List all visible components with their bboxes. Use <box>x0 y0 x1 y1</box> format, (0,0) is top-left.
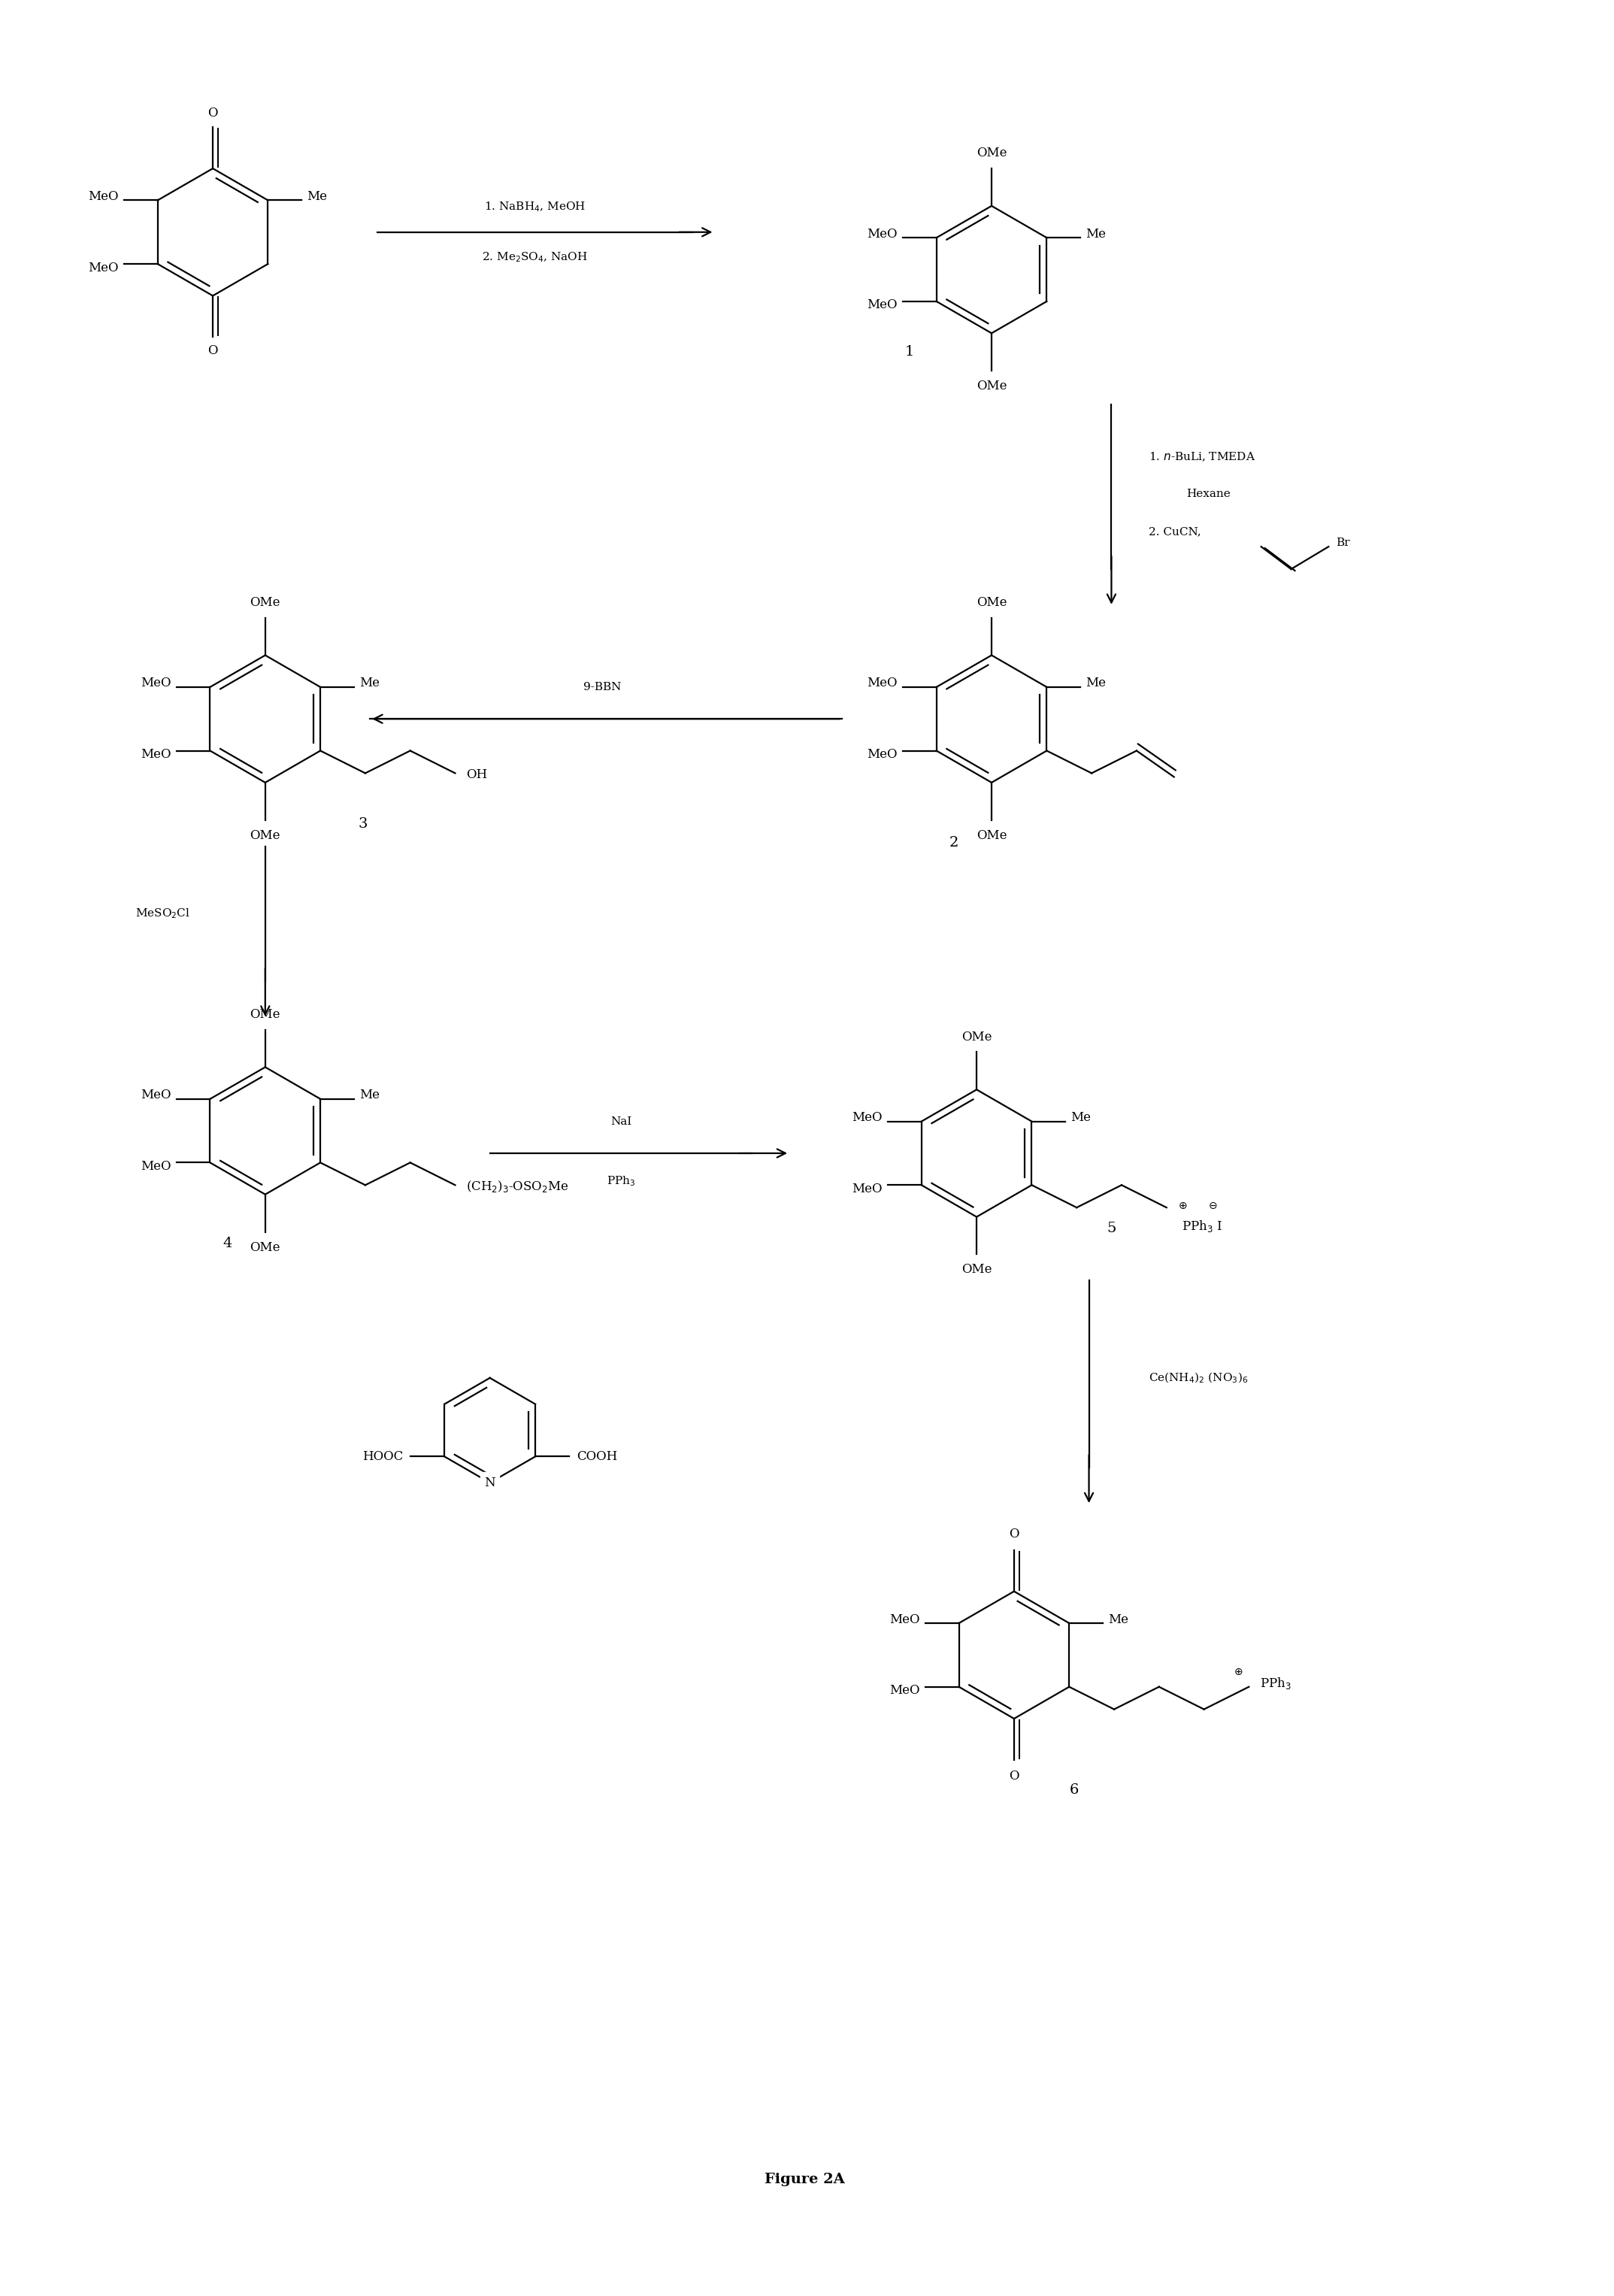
Text: OMe: OMe <box>976 147 1007 158</box>
Text: MeO: MeO <box>140 677 171 689</box>
Text: 2. CuCN,: 2. CuCN, <box>1149 526 1201 537</box>
Text: MeO: MeO <box>89 262 119 273</box>
Text: Me: Me <box>307 191 328 202</box>
Text: Me: Me <box>1070 1111 1091 1125</box>
Text: Me: Me <box>1109 1614 1128 1626</box>
Text: Br: Br <box>1336 537 1349 549</box>
Text: MeO: MeO <box>867 677 897 689</box>
Text: MeO: MeO <box>140 1088 171 1102</box>
Text: 5: 5 <box>1107 1221 1115 1235</box>
Text: (CH$_2$)$_3$-OSO$_2$Me: (CH$_2$)$_3$-OSO$_2$Me <box>466 1180 570 1194</box>
Text: N: N <box>484 1476 495 1490</box>
Text: 1. NaBH$_4$, MeOH: 1. NaBH$_4$, MeOH <box>484 200 586 214</box>
Text: MeO: MeO <box>852 1182 883 1196</box>
Text: OMe: OMe <box>250 829 281 843</box>
Text: Me: Me <box>360 677 379 689</box>
Text: $\oplus$: $\oplus$ <box>1178 1201 1186 1212</box>
Text: NaI: NaI <box>610 1116 631 1127</box>
Text: MeO: MeO <box>867 227 897 241</box>
Text: $\oplus$: $\oplus$ <box>1235 1667 1243 1676</box>
Text: O: O <box>1009 1770 1018 1782</box>
Text: MeO: MeO <box>852 1111 883 1125</box>
Text: OMe: OMe <box>976 379 1007 393</box>
Text: MeO: MeO <box>89 191 119 202</box>
Text: OMe: OMe <box>976 829 1007 843</box>
Text: Ce(NH$_4$)$_2$ (NO$_3$)$_6$: Ce(NH$_4$)$_2$ (NO$_3$)$_6$ <box>1149 1371 1248 1384</box>
Text: 9-BBN: 9-BBN <box>583 682 621 693</box>
Text: 2: 2 <box>949 836 959 850</box>
Text: PPh$_3$: PPh$_3$ <box>607 1173 636 1187</box>
Text: 4: 4 <box>223 1235 232 1249</box>
Text: MeO: MeO <box>889 1685 920 1697</box>
Text: 1: 1 <box>904 344 914 358</box>
Text: OMe: OMe <box>976 597 1007 608</box>
Text: MeO: MeO <box>140 748 171 760</box>
Text: 2. Me$_2$SO$_4$, NaOH: 2. Me$_2$SO$_4$, NaOH <box>483 250 587 264</box>
Text: MeO: MeO <box>889 1614 920 1626</box>
Text: HOOC: HOOC <box>363 1451 404 1463</box>
Text: Me: Me <box>1086 677 1106 689</box>
Text: MeO: MeO <box>867 298 897 312</box>
Text: 1. $n$-BuLi, TMEDA: 1. $n$-BuLi, TMEDA <box>1149 450 1256 464</box>
Text: MeSO$_2$Cl: MeSO$_2$Cl <box>136 907 190 921</box>
Text: MeO: MeO <box>867 748 897 760</box>
Text: Me: Me <box>1086 227 1106 241</box>
Text: COOH: COOH <box>576 1451 617 1463</box>
Text: O: O <box>208 108 218 119</box>
Text: OMe: OMe <box>250 1240 281 1254</box>
Text: Figure 2A: Figure 2A <box>765 2172 844 2186</box>
Text: Me: Me <box>360 1088 379 1102</box>
Text: OMe: OMe <box>250 1008 281 1022</box>
Text: 6: 6 <box>1070 1784 1078 1795</box>
Text: Hexane: Hexane <box>1186 489 1230 501</box>
Text: 3: 3 <box>358 817 368 831</box>
Text: O: O <box>1009 1527 1018 1541</box>
Text: OMe: OMe <box>962 1263 993 1277</box>
Text: OMe: OMe <box>250 597 281 608</box>
Text: PPh$_3$: PPh$_3$ <box>1261 1676 1291 1690</box>
Text: $\ominus$: $\ominus$ <box>1207 1201 1217 1212</box>
Text: O: O <box>208 344 218 358</box>
Text: OMe: OMe <box>962 1031 993 1042</box>
Text: MeO: MeO <box>140 1159 171 1173</box>
Text: OH: OH <box>466 769 487 781</box>
Text: PPh$_3$ I: PPh$_3$ I <box>1181 1219 1222 1233</box>
